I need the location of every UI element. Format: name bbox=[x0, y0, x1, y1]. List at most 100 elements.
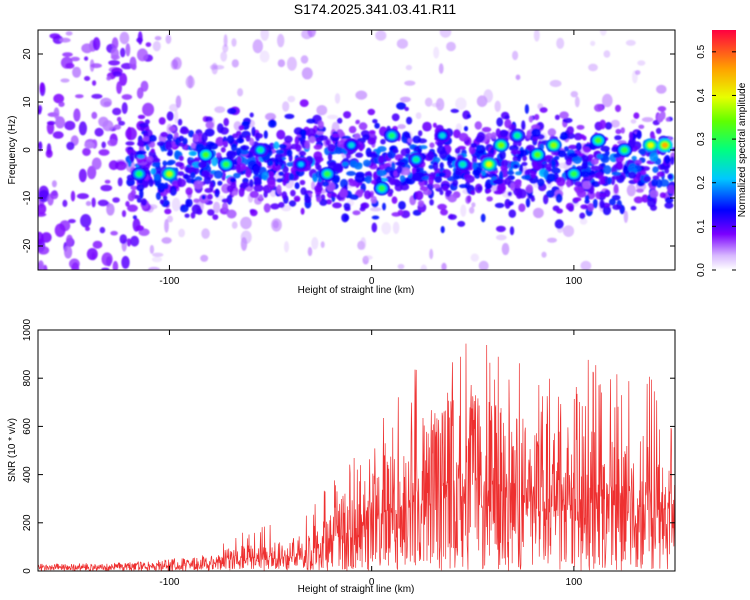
spectrogram-noise-cell bbox=[431, 102, 441, 108]
spectrogram-noise-cell bbox=[187, 74, 193, 89]
spectrogram-noise-cell bbox=[76, 193, 89, 200]
spectrogram-band-cell bbox=[500, 165, 509, 171]
spectrogram-band-cell bbox=[371, 222, 378, 233]
spectrogram-band-cell bbox=[365, 175, 372, 184]
spectrogram-noise-cell bbox=[511, 50, 519, 61]
spectrogram-noise-cell bbox=[110, 47, 119, 60]
spectrogram-band-cell bbox=[299, 99, 309, 107]
spectrogram-band-cell bbox=[612, 204, 621, 210]
spectrogram-band-cell bbox=[598, 175, 606, 181]
spectrogram-band-cell bbox=[166, 133, 174, 140]
spectrogram-band-cell bbox=[276, 129, 286, 140]
spectrogram-noise-cell bbox=[214, 106, 226, 113]
spectrogram-band-cell bbox=[352, 210, 361, 216]
spectrogram-band-cell bbox=[476, 144, 482, 151]
colorbar-ticks: 0.0 0.1 0.2 0.3 0.4 0.5 bbox=[696, 44, 736, 277]
spectrogram-noise-cell bbox=[100, 97, 112, 108]
colorbar-tick-label: 0.3 bbox=[696, 132, 707, 146]
spectrogram-band-cell bbox=[341, 161, 349, 167]
spectrogram-noise-cell bbox=[120, 47, 126, 58]
spectrogram-band-cell bbox=[343, 202, 351, 210]
spectrogram-noise-cell bbox=[641, 117, 654, 123]
spectrogram-band-cell bbox=[253, 165, 261, 173]
spectrogram-noise-cell bbox=[494, 100, 501, 113]
spectrogram-band-cell bbox=[362, 134, 370, 141]
spectrogram-noise-cell bbox=[55, 116, 66, 129]
spectrogram-band-cell bbox=[504, 177, 512, 185]
spectrogram-band-cell bbox=[226, 150, 236, 159]
spectrogram-noise-cell bbox=[470, 253, 479, 262]
spectrogram-band-cell bbox=[306, 118, 316, 124]
spectrogram-band-cell bbox=[374, 122, 380, 129]
spectrogram-band-cell bbox=[368, 130, 376, 135]
spectrogram-band-cell bbox=[610, 176, 616, 186]
spectrogram-band-cell bbox=[429, 142, 435, 148]
spectrogram-band-cell bbox=[504, 115, 510, 120]
spectrogram-band-cell bbox=[579, 212, 586, 220]
spectrogram-band-cell bbox=[579, 134, 585, 140]
spectrogram-band-cell bbox=[325, 139, 331, 146]
spectrogram-noise-cell bbox=[259, 50, 270, 63]
spectrogram-band-cell bbox=[159, 199, 164, 205]
spectrogram-noise-cell bbox=[599, 30, 607, 36]
spectrogram-band-cell bbox=[417, 200, 425, 207]
spectrogram-band-cell bbox=[318, 135, 329, 141]
spectrogram-band-cell bbox=[268, 119, 277, 128]
spectrogram-band-cell bbox=[599, 192, 607, 198]
spectrogram-band-cell bbox=[604, 122, 613, 130]
spectrogram-band-cell bbox=[356, 189, 364, 195]
spectrogram-band-cell bbox=[615, 104, 621, 113]
spectrogram-band-cell bbox=[306, 128, 317, 138]
spectrogram-band-cell bbox=[226, 194, 233, 205]
spectrogram-band-cell bbox=[391, 196, 398, 204]
spectrogram-band-cell bbox=[432, 122, 437, 128]
spectrogram-band-cell bbox=[546, 190, 555, 198]
spectrogram-noise-cell bbox=[171, 197, 181, 212]
spectrogram-band-cell bbox=[608, 198, 616, 206]
spectrogram-band-cell bbox=[470, 142, 478, 148]
spectrogram-band-cell bbox=[298, 150, 307, 157]
spectrogram-band-cell bbox=[534, 114, 540, 121]
spectrogram-band-cell bbox=[190, 172, 196, 179]
spectrogram-band-cell bbox=[230, 182, 237, 189]
spectrogram-band-cell bbox=[136, 197, 142, 203]
spectrogram-band-cell bbox=[165, 141, 173, 151]
spectrogram-band-cell bbox=[647, 198, 657, 208]
spectrogram-band-cell bbox=[419, 145, 428, 150]
spectrogram-noise-cell bbox=[38, 212, 47, 217]
spectrogram-band-cell bbox=[355, 152, 364, 158]
spectrogram-band-cell bbox=[125, 141, 135, 146]
spectrogram-hotspot bbox=[257, 147, 264, 153]
spectrogram-band-cell bbox=[591, 158, 599, 166]
spectrogram-hotspot bbox=[166, 171, 173, 177]
spectrogram-band-cell bbox=[481, 170, 486, 176]
spectrogram-band-cell bbox=[331, 192, 337, 198]
spectrogram-noise-cell bbox=[104, 179, 111, 184]
spectrogram-band-cell bbox=[575, 186, 585, 195]
spectrogram-band-cell bbox=[376, 148, 382, 154]
spectrogram-noise-cell bbox=[231, 38, 237, 47]
spectrogram-band-cell bbox=[428, 175, 434, 186]
spectrogram-band-cell bbox=[580, 204, 589, 210]
spectrogram-noise-cell bbox=[626, 184, 636, 197]
spectrogram-noise-cell bbox=[121, 102, 128, 114]
spectrogram-noise-cell bbox=[405, 64, 413, 71]
spectrogram-noise-cell bbox=[84, 76, 91, 81]
spectrogram-band-cell bbox=[521, 161, 528, 167]
spectrogram-band-cell bbox=[214, 188, 220, 198]
spectrogram-band-cell bbox=[203, 170, 210, 179]
spectrogram-band-cell bbox=[568, 152, 578, 158]
spectrogram-noise-cell bbox=[556, 37, 565, 49]
spectrogram-band-cell bbox=[245, 168, 252, 178]
spectrogram-noise-cell bbox=[211, 62, 218, 75]
spectrogram-band-cell bbox=[150, 148, 155, 153]
spectrogram-band-cell bbox=[279, 158, 284, 167]
spectrogram-band-cell bbox=[346, 171, 356, 176]
spectrogram-band-cell bbox=[594, 103, 604, 112]
spectrogram-band-cell bbox=[507, 191, 512, 197]
spectrogram-noise-cell bbox=[277, 33, 285, 48]
spectrogram-band-cell bbox=[146, 156, 154, 162]
spectrogram-noise-cell bbox=[381, 222, 392, 235]
spectrogram-band-cell bbox=[188, 150, 197, 156]
